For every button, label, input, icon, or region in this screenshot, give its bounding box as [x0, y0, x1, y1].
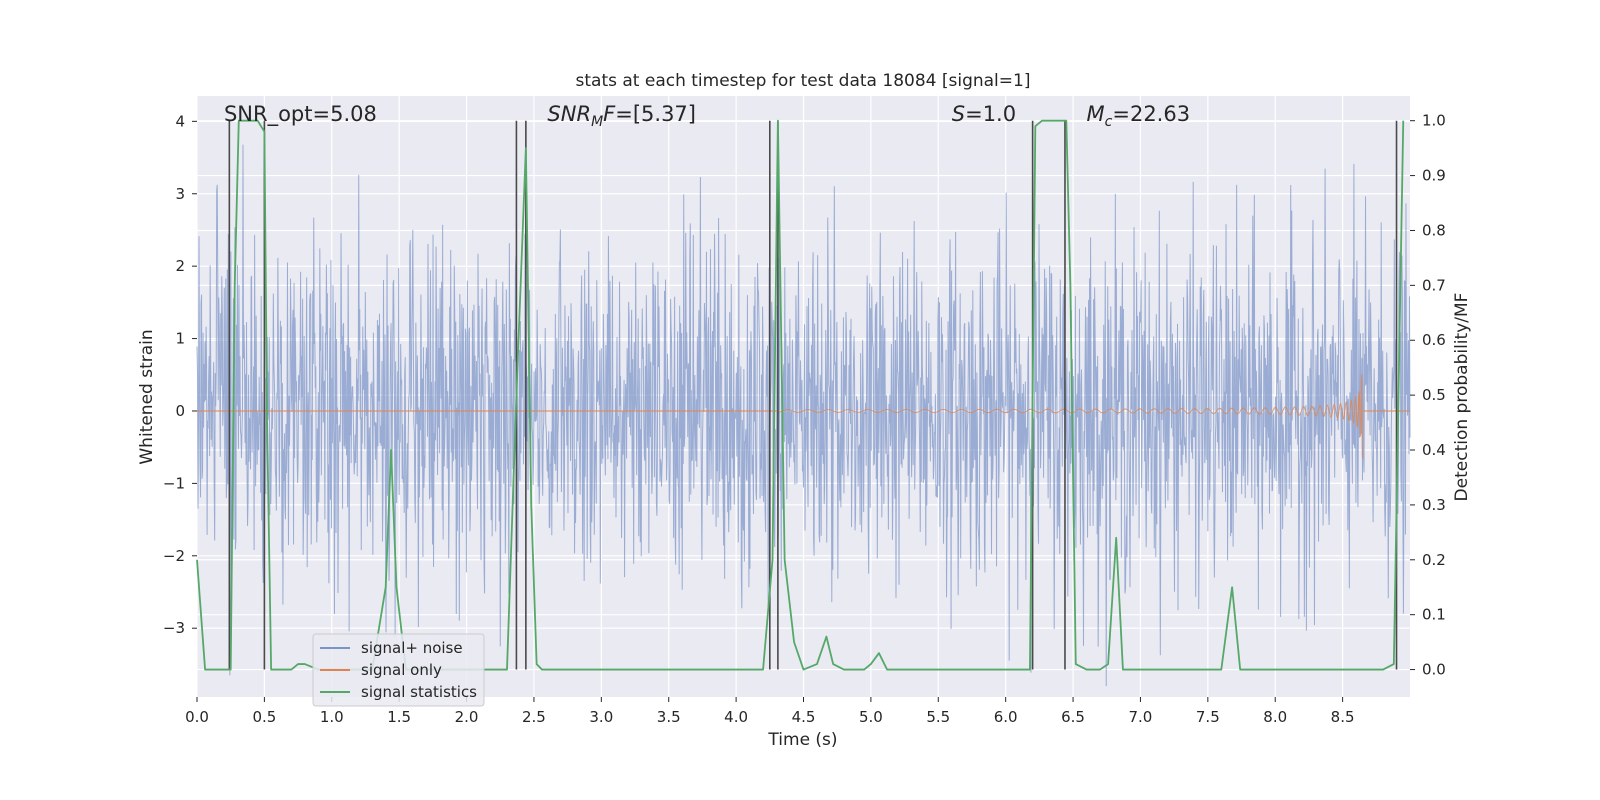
y-tick-label-7: −3 — [163, 619, 185, 637]
annotation-mc-value: Mc=22.63 — [1087, 102, 1191, 130]
y2-tick-label-7: 0.3 — [1422, 496, 1446, 514]
x-tick-label-1: 0.5 — [252, 708, 276, 726]
x-tick-label-7: 3.5 — [657, 708, 681, 726]
x-tick-label-16: 8.0 — [1263, 708, 1287, 726]
y-axis-label: Whitened strain — [137, 329, 157, 464]
legend-label-signal-only: signal only — [361, 661, 442, 679]
x-axis-label: Time (s) — [767, 730, 837, 750]
x-tick-label-13: 6.5 — [1061, 708, 1085, 726]
y2-tick-label-0: 1.0 — [1422, 112, 1446, 130]
y-tick-label-2: 2 — [175, 257, 185, 275]
x-tick-label-15: 7.5 — [1196, 708, 1220, 726]
y-axis-ticks: 4 3 2 1 0 −1 −2 −3 — [163, 112, 197, 637]
x-tick-label-3: 1.5 — [387, 708, 411, 726]
x-tick-label-8: 4.0 — [724, 708, 748, 726]
y-tick-label-4: 0 — [175, 402, 185, 420]
annotation-s-value: S=1.0 — [952, 102, 1016, 126]
y-tick-label-3: 1 — [175, 330, 185, 348]
y2-tick-label-10: 0.0 — [1422, 661, 1446, 679]
y-tick-label-6: −2 — [163, 547, 185, 565]
annotations: SNR_opt=5.08 SNRMF=[5.37] S=1.0 Mc=22.63 — [224, 102, 1190, 130]
y2-tick-label-6: 0.4 — [1422, 441, 1446, 459]
x-tick-label-14: 7.0 — [1129, 708, 1153, 726]
legend-label-signal-noise: signal+ noise — [361, 639, 463, 657]
x-tick-label-6: 3.0 — [589, 708, 613, 726]
x-tick-label-9: 4.5 — [792, 708, 816, 726]
x-tick-label-0: 0.0 — [185, 708, 209, 726]
legend-box — [312, 633, 485, 707]
y2-axis-ticks: 1.0 0.9 0.8 0.7 0.6 0.5 0.4 0.3 0.2 0.1 0.0 — [1410, 112, 1446, 679]
y2-axis-label: Detection probability/MF — [1452, 293, 1472, 502]
legend: signal+ noise signal only signal statist… — [312, 633, 485, 707]
y2-tick-label-2: 0.8 — [1422, 221, 1446, 239]
x-tick-label-12: 6.0 — [994, 708, 1018, 726]
annotation-snr-opt: SNR_opt=5.08 — [224, 102, 377, 127]
grid — [196, 96, 1410, 697]
x-tick-label-17: 8.5 — [1331, 708, 1355, 726]
signal-only-chirp-line — [776, 374, 1363, 459]
x-tick-label-10: 5.0 — [859, 708, 883, 726]
x-tick-label-5: 2.5 — [522, 708, 546, 726]
signal-noise-series — [196, 144, 1411, 687]
signal-statistics-line — [196, 119, 1405, 671]
x-tick-label-4: 2.0 — [455, 708, 479, 726]
y2-tick-label-3: 0.7 — [1422, 276, 1446, 294]
y2-tick-label-5: 0.5 — [1422, 386, 1446, 404]
x-tick-label-2: 1.0 — [320, 708, 344, 726]
signal-only-series — [197, 374, 1410, 459]
y-tick-label-5: −1 — [163, 474, 185, 492]
signal-statistics-series — [196, 119, 1405, 671]
y2-tick-label-8: 0.2 — [1422, 551, 1446, 569]
legend-label-signal-statistics: signal statistics — [361, 683, 477, 701]
x-tick-label-11: 5.5 — [926, 708, 950, 726]
y-tick-label-1: 3 — [175, 185, 185, 203]
x-axis-ticks: 0.0 0.5 1.0 1.5 2.0 2.5 3.0 3.5 4.0 4.5 5.0 5.5 6.0 6… — [185, 697, 1355, 726]
signal-noise-line — [196, 144, 1411, 687]
y2-tick-label-4: 0.6 — [1422, 331, 1446, 349]
y2-tick-label-9: 0.1 — [1422, 606, 1446, 624]
annotation-snr-mf: SNRMF=[5.37] — [547, 102, 696, 130]
chart-title: stats at each timestep for test data 180… — [576, 71, 1031, 91]
y-tick-label-0: 4 — [175, 112, 185, 130]
y2-tick-label-1: 0.9 — [1422, 167, 1446, 185]
